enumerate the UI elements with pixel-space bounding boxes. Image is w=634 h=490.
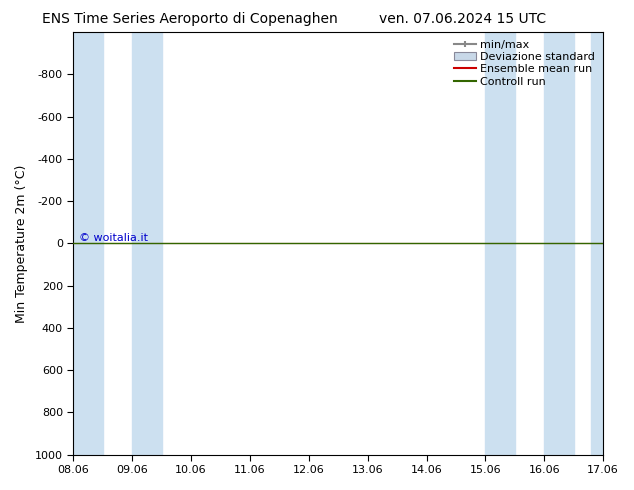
Bar <box>74 32 103 455</box>
Text: © woitalia.it: © woitalia.it <box>79 233 148 244</box>
Y-axis label: Min Temperature 2m (°C): Min Temperature 2m (°C) <box>15 164 28 322</box>
Bar <box>486 32 515 455</box>
Text: ven. 07.06.2024 15 UTC: ven. 07.06.2024 15 UTC <box>379 12 547 26</box>
Bar <box>592 32 603 455</box>
Text: ENS Time Series Aeroporto di Copenaghen: ENS Time Series Aeroporto di Copenaghen <box>42 12 338 26</box>
Bar <box>544 32 574 455</box>
Legend: min/max, Deviazione standard, Ensemble mean run, Controll run: min/max, Deviazione standard, Ensemble m… <box>451 38 598 89</box>
Bar <box>133 32 162 455</box>
